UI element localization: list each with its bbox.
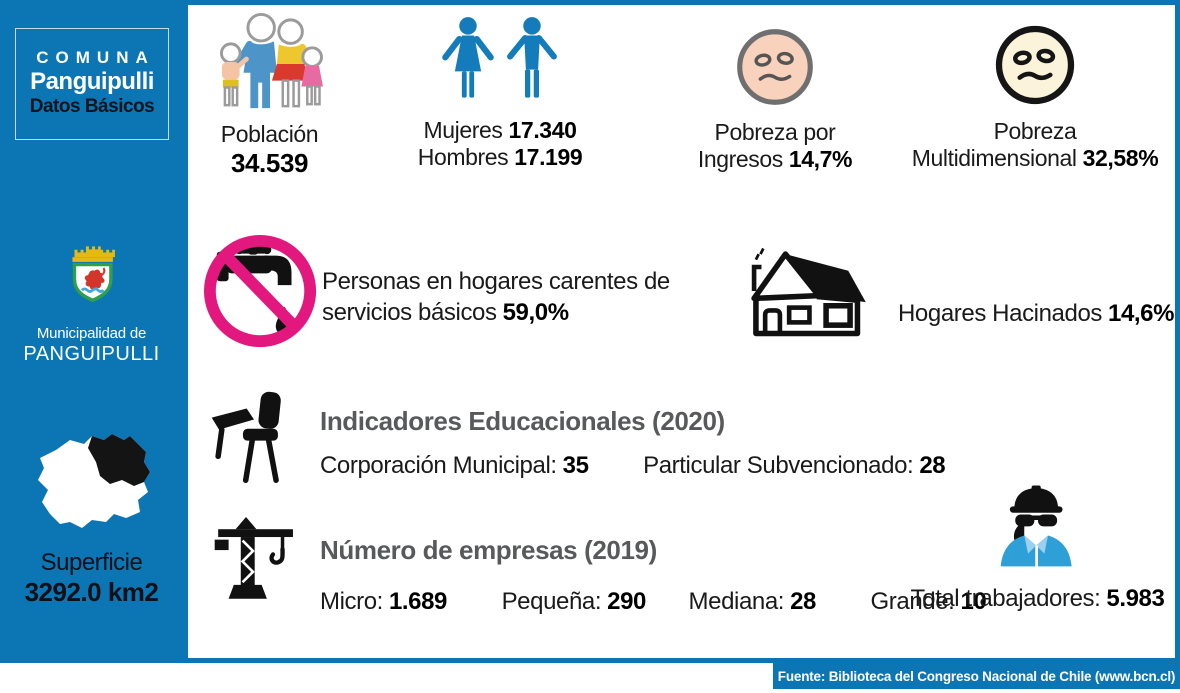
crane-icon	[206, 512, 306, 621]
pobreza-ingresos-value: 14,7%	[788, 146, 853, 173]
family-icon	[192, 12, 347, 114]
hombres-value: 17.199	[514, 144, 583, 171]
pobreza-ingresos-line2: Ingresos 14,7%	[685, 146, 865, 173]
school-desk-icon	[208, 388, 300, 491]
pobreza-multi-line1: Pobreza	[993, 118, 1077, 144]
pobreza-multi-value: 32,58%	[1082, 145, 1159, 172]
servicios-line2: servicios básicos 59,0%	[322, 297, 670, 328]
empresas-title: Número de empresas (2019)	[320, 535, 657, 565]
house-icon	[733, 243, 873, 344]
particular-label: Particular Subvencionado:	[643, 452, 914, 479]
pequena-value: 290	[607, 588, 646, 615]
mujeres-value: 17.340	[508, 117, 577, 143]
servicios-line1: Personas en hogares carentes de	[322, 268, 670, 295]
source-text: Fuente: Biblioteca del Congreso Nacional…	[777, 668, 1176, 684]
comuna-header-box: COMUNA Panguipulli Datos Básicos	[15, 28, 169, 140]
corporacion-label: Corporación Municipal:	[320, 452, 557, 479]
pobreza-multi-block: Pobreza Multidimensional 32,58%	[895, 18, 1175, 172]
micro-label: Micro:	[320, 588, 383, 615]
poblacion-block: Población 34.539	[192, 12, 347, 179]
comuna-title: COMUNA	[36, 48, 155, 68]
educacion-item: Corporación Municipal: 35	[320, 452, 589, 479]
datos-basicos-label: Datos Básicos	[29, 95, 155, 117]
pobreza-ingresos-line1: Pobreza por	[714, 119, 836, 145]
pobreza-ingresos-label: Ingresos	[697, 146, 783, 173]
surface-value: 3292.0 km2	[24, 577, 159, 607]
hombres-label: Hombres	[417, 144, 509, 171]
empresas-item: Mediana: 28	[688, 588, 817, 615]
surface-block: Superficie 3292.0 km2	[0, 549, 183, 608]
man-icon	[504, 14, 560, 111]
empresas-item: Grande: 10	[871, 588, 987, 615]
worker-icon	[905, 482, 1170, 576]
particular-value: 28	[919, 452, 946, 479]
grande-label: Grande:	[870, 588, 955, 615]
gender-block: Mujeres 17.340 Hombres 17.199	[410, 15, 590, 171]
educacion-item: Particular Subvencionado: 28	[643, 452, 945, 479]
poblacion-value: 34.539	[230, 148, 309, 179]
mediana-value: 28	[790, 588, 816, 615]
sad-face-icon	[685, 22, 865, 110]
trabajadores-value: 5.983	[1106, 585, 1165, 612]
municipality-line1: Municipalidad de	[36, 325, 147, 342]
micro-value: 1.689	[388, 588, 447, 615]
woman-icon	[440, 14, 496, 111]
municipality-block: Municipalidad de PANGUIPULLI	[0, 228, 183, 366]
hacinados-label: Hogares Hacinados	[898, 300, 1102, 327]
trabajadores-line: Total trabajadores: 5.983	[905, 585, 1170, 613]
hombres-line: Hombres 17.199	[410, 144, 590, 171]
pequena-label: Pequeña:	[501, 588, 602, 615]
empresas-item: Micro: 1.689	[320, 588, 447, 615]
mujeres-label: Mujeres	[423, 117, 503, 143]
poblacion-label: Población	[220, 121, 319, 147]
educacion-title: Indicadores Educacionales (2020)	[320, 406, 725, 436]
pobreza-multi-line2: Multidimensional 32,58%	[895, 145, 1175, 172]
trabajadores-block: Total trabajadores: 5.983	[905, 482, 1170, 613]
comuna-name: Panguipulli	[30, 68, 154, 96]
grande-value: 10	[960, 588, 987, 615]
hacinados-line: Hogares Hacinados 14,6%	[898, 298, 1174, 329]
pobreza-ingresos-block: Pobreza por Ingresos 14,7%	[685, 22, 865, 173]
region-map-icon	[26, 428, 158, 545]
bottom-rule	[0, 658, 1180, 663]
servicios-label: servicios básicos	[322, 299, 497, 327]
pobreza-multi-label: Multidimensional	[911, 145, 1077, 172]
surface-label: Superficie	[40, 549, 143, 576]
trabajadores-label: Total trabajadores:	[910, 585, 1101, 612]
empresas-items: Micro: 1.689 Pequeña: 290 Mediana: 28 Grand…	[320, 588, 987, 616]
municipal-crest-icon	[61, 246, 123, 320]
footer-bar: Fuente: Biblioteca del Congreso Nacional…	[773, 663, 1180, 689]
servicios-value: 59,0%	[502, 299, 569, 327]
hacinados-value: 14,6%	[1108, 300, 1175, 327]
mediana-label: Mediana:	[688, 588, 785, 615]
servicios-text: Personas en hogares carentes de servicio…	[322, 266, 670, 328]
municipality-line2: PANGUIPULLI	[23, 343, 160, 365]
corporacion-value: 35	[562, 452, 589, 479]
mujeres-line: Mujeres 17.340	[410, 117, 590, 144]
sidebar: COMUNA Panguipulli Datos Básicos Municip…	[0, 0, 183, 658]
empresas-item: Pequeña: 290	[501, 588, 647, 615]
educacion-items: Corporación Municipal: 35 Particular Subv…	[320, 452, 946, 480]
no-water-icon	[203, 232, 321, 359]
sad-face-dark-icon	[895, 18, 1175, 110]
